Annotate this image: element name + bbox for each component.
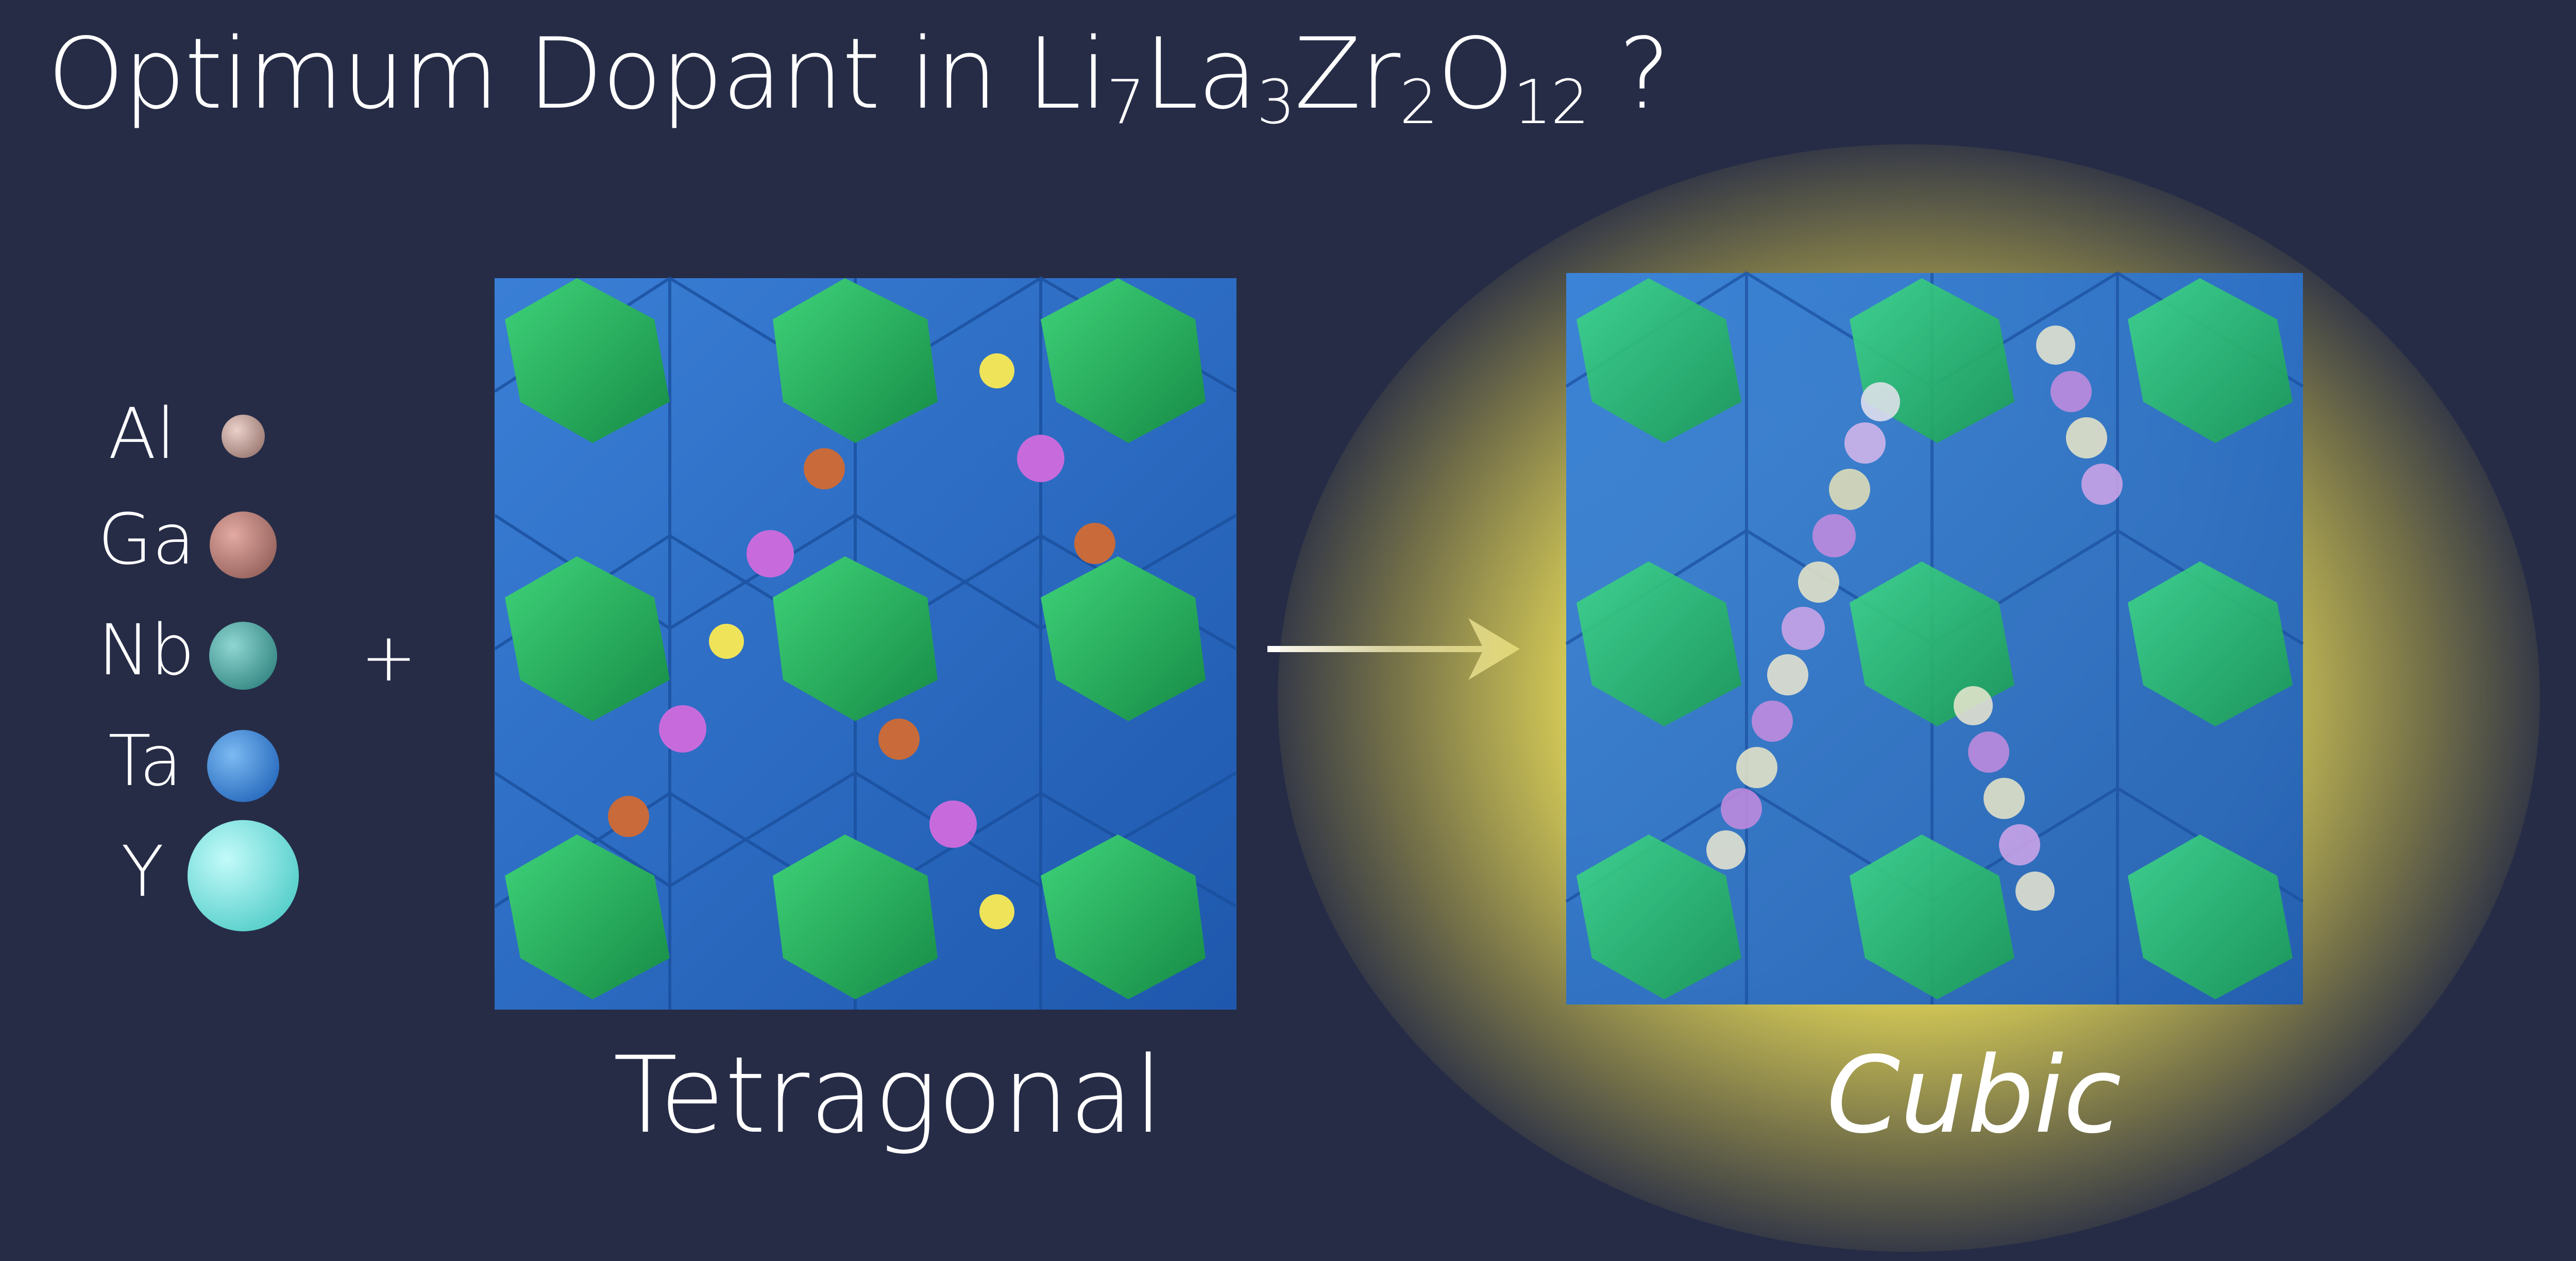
legend-label-nb: Nb — [98, 610, 195, 691]
ga-marker — [210, 512, 277, 578]
octahedron — [1577, 834, 1741, 999]
li-site — [1954, 686, 1993, 725]
li-site-orange — [878, 719, 920, 760]
title-part: Zr — [1294, 17, 1400, 131]
li-site — [1706, 830, 1745, 870]
li-site — [2050, 371, 2092, 412]
li-site-yellow — [979, 353, 1014, 388]
title-part: ? — [1588, 17, 1671, 131]
li-sites — [608, 353, 1115, 929]
li-site — [1999, 824, 2040, 865]
octahedron — [1850, 561, 2014, 726]
li-site — [1736, 747, 1777, 788]
octahedron — [505, 834, 670, 999]
octahedron — [773, 278, 938, 443]
li-site — [1861, 382, 1900, 421]
li-site — [2066, 417, 2107, 458]
nb-marker — [209, 622, 277, 690]
octahedron — [1577, 561, 1741, 726]
ta-marker — [207, 730, 279, 802]
title-subscript: 2 — [1399, 66, 1438, 138]
li-site-pink — [659, 705, 706, 753]
legend-label-al: Al — [108, 394, 176, 475]
octahedron — [1577, 278, 1741, 443]
li-site — [1968, 731, 2009, 773]
legend-label-ga: Ga — [98, 499, 195, 581]
li-site — [1812, 514, 1856, 557]
octahedron — [1041, 556, 1206, 721]
octahedron — [2128, 278, 2293, 443]
li-site — [1844, 422, 1886, 464]
cubic-structure — [1565, 271, 2304, 1004]
li-site-orange — [608, 796, 649, 837]
octahedron — [773, 556, 938, 721]
octahedron — [2128, 834, 2293, 999]
octahedron — [1041, 278, 1206, 443]
li-site — [2036, 326, 2075, 365]
figure-title: Optimum Dopant in Li7La3Zr2O12 ? — [47, 15, 1671, 138]
li-site — [1752, 701, 1793, 742]
li-site — [2081, 464, 2123, 505]
li-site-orange — [804, 448, 845, 489]
title-part: Optimum Dopant in Li — [47, 17, 1108, 131]
octahedron — [1041, 834, 1206, 999]
tetragonal-label: Tetragonal — [613, 1034, 1163, 1157]
li-site-pink — [929, 800, 977, 848]
title-subscript: 12 — [1513, 66, 1589, 138]
al-marker — [222, 415, 265, 458]
octahedron — [2128, 561, 2293, 726]
cubic-label: Cubic — [1826, 1034, 2122, 1157]
li-site — [1829, 469, 1870, 510]
title-part: O — [1437, 17, 1514, 131]
li-site — [1721, 788, 1762, 829]
li-site-pink — [747, 530, 794, 577]
li-site-yellow — [979, 894, 1014, 929]
tetragonal-structure — [494, 276, 1238, 1010]
legend-label-ta: Ta — [108, 721, 182, 802]
li-site — [1782, 607, 1825, 650]
octahedron — [1850, 834, 2014, 999]
octahedra — [505, 278, 1206, 999]
octahedron — [773, 834, 938, 999]
li-site — [1767, 654, 1808, 695]
octahedra — [1577, 278, 2293, 999]
title-subscript: 7 — [1106, 66, 1145, 138]
plus-sign: + — [361, 618, 417, 696]
title-subscript: 3 — [1256, 66, 1295, 138]
y-marker — [188, 820, 299, 931]
octahedron — [505, 278, 670, 443]
li-site-yellow — [709, 624, 744, 659]
li-site-orange — [1074, 523, 1115, 564]
li-site-pink — [1017, 435, 1064, 482]
li-site — [1984, 778, 2025, 819]
li-site — [2015, 872, 2055, 911]
li-site — [1798, 561, 1839, 603]
legend-markers — [188, 415, 299, 931]
title-part: La — [1144, 17, 1258, 131]
li-diffusion-paths — [1706, 326, 2123, 911]
octahedron — [505, 556, 670, 721]
legend-label-y: Y — [121, 831, 164, 913]
